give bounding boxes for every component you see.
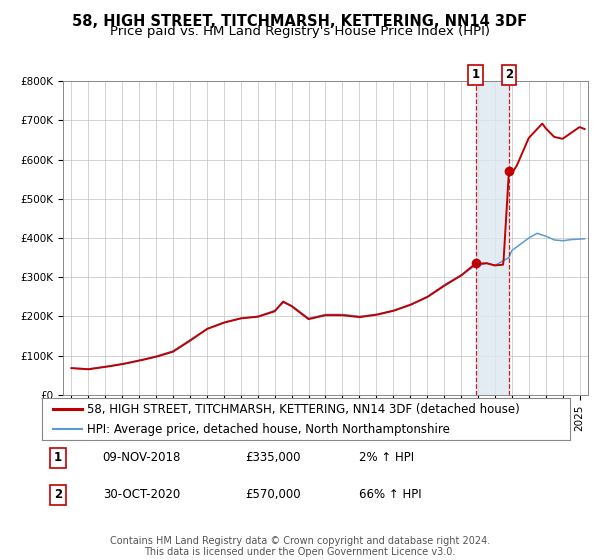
Text: £570,000: £570,000 <box>245 488 301 501</box>
Text: 2: 2 <box>54 488 62 501</box>
Text: Price paid vs. HM Land Registry's House Price Index (HPI): Price paid vs. HM Land Registry's House … <box>110 25 490 38</box>
Text: 66% ↑ HPI: 66% ↑ HPI <box>359 488 421 501</box>
Text: 30-OCT-2020: 30-OCT-2020 <box>103 488 180 501</box>
Text: 2: 2 <box>505 68 513 81</box>
Text: Contains HM Land Registry data © Crown copyright and database right 2024.
This d: Contains HM Land Registry data © Crown c… <box>110 535 490 557</box>
Text: 09-NOV-2018: 09-NOV-2018 <box>103 451 181 464</box>
Text: £335,000: £335,000 <box>245 451 301 464</box>
Text: 58, HIGH STREET, TITCHMARSH, KETTERING, NN14 3DF (detached house): 58, HIGH STREET, TITCHMARSH, KETTERING, … <box>87 403 520 416</box>
Text: HPI: Average price, detached house, North Northamptonshire: HPI: Average price, detached house, Nort… <box>87 423 450 436</box>
Text: 1: 1 <box>54 451 62 464</box>
Text: 1: 1 <box>472 68 479 81</box>
Text: 2% ↑ HPI: 2% ↑ HPI <box>359 451 414 464</box>
Text: 58, HIGH STREET, TITCHMARSH, KETTERING, NN14 3DF: 58, HIGH STREET, TITCHMARSH, KETTERING, … <box>73 14 527 29</box>
Bar <box>476 81 509 395</box>
